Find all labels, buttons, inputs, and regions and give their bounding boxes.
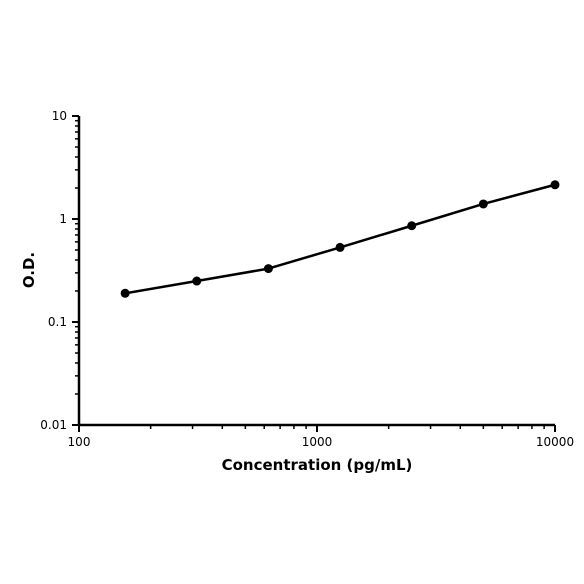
x-tick-label: 100 bbox=[68, 435, 91, 449]
data-point bbox=[335, 242, 345, 252]
y-tick-label: 0.01 bbox=[40, 418, 67, 432]
x-tick-label: 10000 bbox=[536, 435, 574, 449]
data-point bbox=[550, 180, 560, 190]
y-tick-label: 0.1 bbox=[48, 315, 67, 329]
y-axis-title: O.D. bbox=[20, 252, 38, 288]
series-line bbox=[124, 183, 556, 295]
data-point bbox=[120, 288, 130, 298]
data-point bbox=[263, 264, 273, 274]
data-point bbox=[407, 221, 417, 231]
x-axis-title: Concentration (pg/mL) bbox=[222, 456, 413, 474]
y-tick-label: 10 bbox=[52, 109, 67, 123]
data-point bbox=[478, 199, 488, 209]
y-tick-label: 1 bbox=[59, 212, 67, 226]
x-tick-label: 1000 bbox=[302, 435, 333, 449]
data-point bbox=[192, 276, 202, 286]
